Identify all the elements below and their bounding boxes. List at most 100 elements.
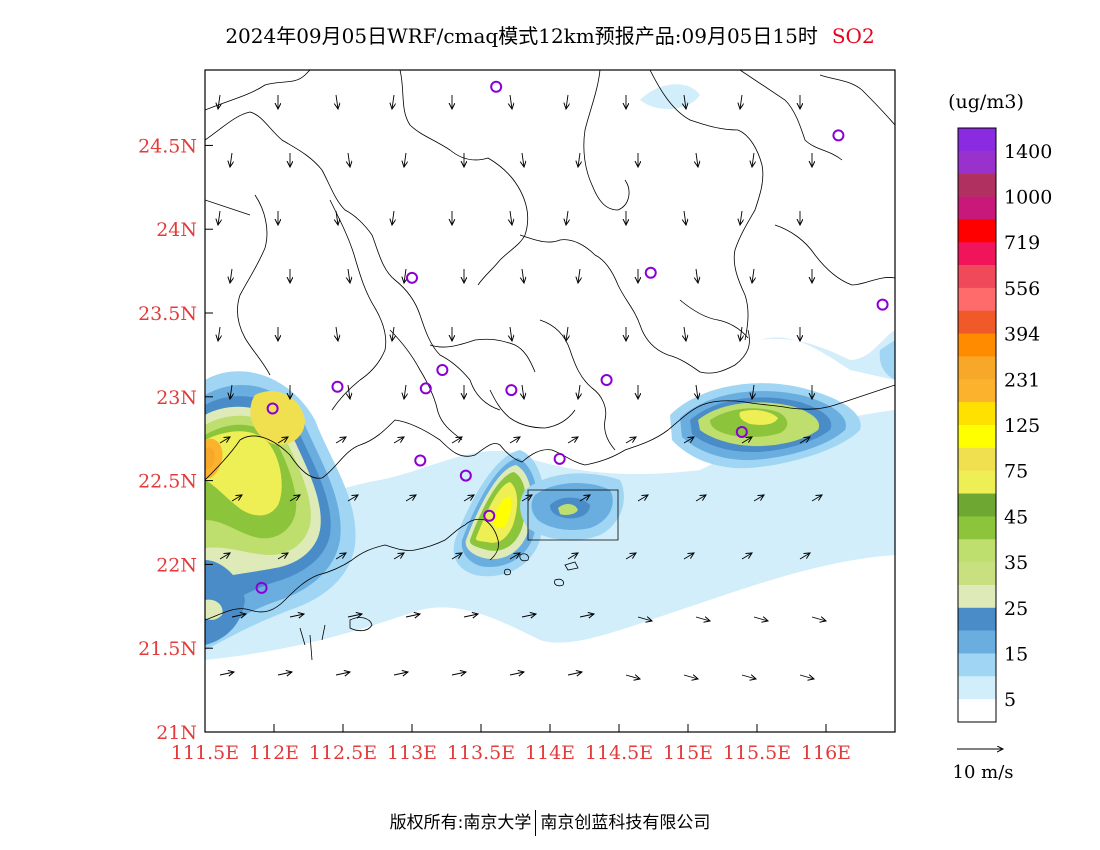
wind-arrow [510,94,512,109]
wind-scale: 10 m/s [953,749,1014,783]
legend-label: 75 [1004,461,1028,483]
x-tick-label: 112E [249,742,299,764]
station-marker [600,374,613,387]
x-tick-label: 116E [801,742,851,764]
legend-label: 125 [1004,415,1040,437]
wind-arrow [521,495,532,502]
legend-label: 15 [1004,643,1028,665]
wind-arrow [811,495,822,502]
wind-arrow [578,384,580,399]
station-marker [505,384,518,397]
wind-arrow [230,152,232,167]
legend-swatch [958,265,996,289]
legend-labels: 1400 1000 719 556 394 231 125 75 45 35 25 15 5 [1004,141,1052,711]
concentration-layer [205,84,895,660]
station-marker [490,80,503,93]
wind-arrow [684,210,686,225]
wind-arrow [336,326,338,341]
wind-arrow [752,268,754,283]
legend-swatch [958,425,996,449]
wind-arrow [625,553,636,560]
wind-arrow [404,384,406,399]
legend-swatch [958,699,996,723]
legend-swatch [958,516,996,540]
wind-arrow [799,437,810,444]
legend-swatch [958,447,996,471]
legend-swatch [958,242,996,266]
wind-arrow [289,495,300,502]
legend-swatch [958,219,996,243]
wind-arrow [219,437,230,444]
wind-arrow [695,617,710,621]
legend-swatch [958,333,996,357]
wind-arrow [404,152,406,167]
legend-label: 1400 [1004,141,1052,163]
legend-swatch [958,676,996,700]
wind-arrow [218,210,220,225]
wind-arrow [219,553,230,560]
copyright-footer: 版权所有:南京大学 南京创蓝科技有限公司 [0,808,1100,836]
legend-unit: (ug/m3) [948,91,1024,113]
station-marker [644,266,657,279]
station-marker [436,363,449,376]
wind-arrow [451,437,462,444]
legend-label: 719 [1004,232,1040,254]
legend-swatch [958,562,996,586]
wind-arrow [566,94,568,109]
wind-arrow [566,326,568,341]
legend-swatches [957,127,997,723]
legend-swatch [958,653,996,677]
wind-arrow [509,437,520,444]
x-tick-label: 113.5E [447,742,515,764]
wind-arrow [348,152,350,167]
footer-left: 版权所有:南京大学 [389,813,532,833]
x-tick-label: 115.5E [723,742,791,764]
y-tick-label: 24N [156,219,197,241]
legend-label: 394 [1004,324,1040,346]
legend-swatch [958,128,996,152]
wind-arrow [579,614,594,617]
wind-arrow [683,553,694,560]
legend-label: 35 [1004,552,1028,574]
wind-arrow [509,553,520,560]
title-text: 2024年09月05日WRF/cmaq模式12km预报产品:09月05日15时 [225,24,818,48]
wind-arrow [463,495,474,502]
wind-arrow [231,614,246,617]
legend-frame [957,127,997,723]
wind-arrow [392,94,394,109]
wind-arrow [696,152,698,167]
y-tick-label: 22.5N [138,471,197,493]
wind-arrow [566,210,568,225]
wind-arrow [752,152,754,167]
wind-arrow [567,672,582,675]
legend-swatch [958,310,996,334]
wind-arrow [451,553,462,560]
wind-arrow [231,495,242,502]
wind-arrow [753,495,764,502]
wind-arrow [811,617,826,621]
station-marker [832,129,845,142]
wind-arrow [696,384,698,399]
station-marker [255,581,268,594]
station-marker [331,380,344,393]
legend-label: 45 [1004,506,1028,528]
station-marker [459,469,472,482]
wind-arrow [510,326,512,341]
wind-arrow [347,495,358,502]
wind-arrow [752,384,754,399]
wind-arrow [347,614,362,617]
wind-arrow [405,495,416,502]
legend-swatch [958,539,996,563]
x-tick-label: 113E [387,742,437,764]
station-marker [483,509,496,522]
wind-arrow [510,210,512,225]
legend-label: 1000 [1004,187,1052,209]
wind-arrow [392,326,394,341]
wind-arrow [741,675,756,679]
wind-arrow [521,614,536,617]
legend-label: 5 [1004,689,1016,711]
legend-swatch [958,470,996,494]
wind-arrow [336,94,338,109]
map-title: 2024年09月05日WRF/cmaq模式12km预报产品:09月05日15时 S… [0,20,1100,49]
footer-right: 南京创蓝科技有限公司 [540,813,711,833]
